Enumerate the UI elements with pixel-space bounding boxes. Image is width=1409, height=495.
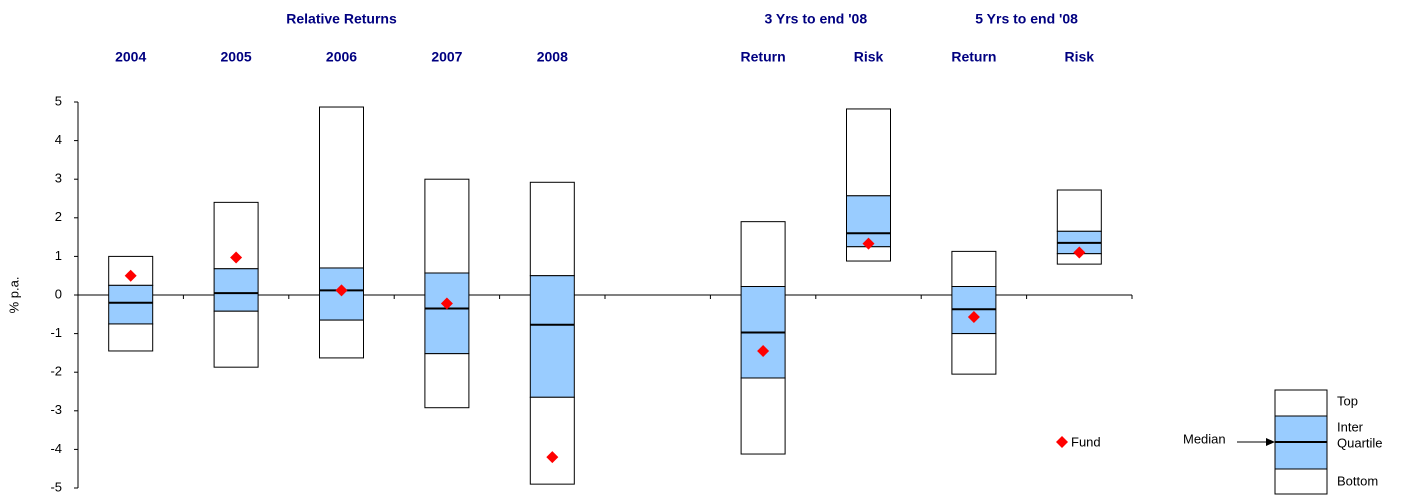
y-tick-label: -3: [50, 402, 62, 417]
box-bottom: [529, 396, 575, 485]
box-inter-quartile: [213, 268, 259, 312]
box-top: [1056, 189, 1102, 232]
legend-marker: [1056, 436, 1068, 448]
category-label: 2006: [326, 49, 357, 65]
box-bottom: [740, 377, 786, 455]
key-bottom: [1274, 468, 1328, 495]
fund-marker: [546, 451, 559, 464]
y-tick-label: -5: [50, 479, 62, 494]
fund-marker: [862, 237, 875, 250]
fund-marker: [757, 344, 770, 357]
category-label: 2008: [537, 49, 568, 65]
box-inter-quartile: [424, 272, 470, 355]
legend-label: Fund: [1071, 434, 1101, 449]
key-arrowhead: [1266, 438, 1275, 446]
box-bottom: [213, 310, 259, 368]
group-header: 3 Yrs to end '08: [764, 11, 867, 27]
y-axis-label: % p.a.: [6, 277, 21, 314]
category-label: 2004: [115, 49, 146, 65]
y-tick-label: 4: [55, 132, 62, 147]
fund-marker: [335, 284, 348, 297]
box-top: [424, 178, 470, 274]
box-bottom: [108, 323, 154, 352]
category-label: Return: [951, 49, 996, 65]
y-tick-label: 0: [55, 286, 62, 301]
key-bottom-label: Bottom: [1337, 473, 1378, 488]
key-iq-label: Inter: [1337, 419, 1364, 434]
box-bottom: [951, 333, 997, 375]
category-label: Risk: [1065, 49, 1095, 65]
fund-marker: [230, 251, 243, 264]
box-inter-quartile: [529, 275, 575, 398]
fund-marker: [1073, 246, 1086, 259]
key-iq-label: Quartile: [1337, 435, 1383, 450]
category-label: Return: [741, 49, 786, 65]
y-tick-label: -1: [50, 325, 62, 340]
box-top: [951, 250, 997, 288]
fund-marker: [967, 311, 980, 324]
category-label: 2005: [221, 49, 252, 65]
key-top: [1274, 389, 1328, 417]
box-inter-quartile: [108, 284, 154, 325]
group-header: Relative Returns: [286, 11, 397, 27]
fund-marker: [124, 269, 137, 282]
box-top: [740, 221, 786, 288]
group-header: 5 Yrs to end '08: [975, 11, 1078, 27]
y-tick-label: 5: [55, 93, 62, 108]
y-tick-label: -2: [50, 364, 62, 379]
box-bottom: [424, 353, 470, 409]
y-tick-label: 3: [55, 171, 62, 186]
y-tick-label: -4: [50, 441, 62, 456]
key-top-label: Top: [1337, 393, 1358, 408]
category-label: 2007: [431, 49, 462, 65]
y-tick-label: 2: [55, 209, 62, 224]
fund-marker: [440, 297, 453, 310]
key-median-label: Median: [1183, 431, 1226, 446]
box-top: [319, 106, 364, 269]
y-tick-label: 1: [55, 248, 62, 263]
box-top: [529, 181, 575, 277]
box-bottom: [319, 319, 364, 359]
box-top: [846, 108, 891, 197]
category-label: Risk: [854, 49, 884, 65]
